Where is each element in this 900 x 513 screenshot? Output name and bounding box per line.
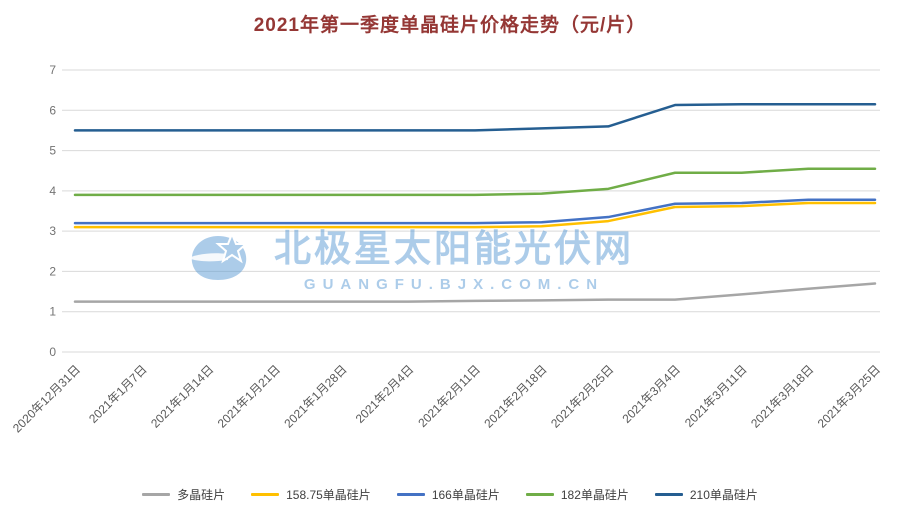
- legend-label: 182单晶硅片: [560, 488, 629, 502]
- series-line-多晶硅片: [73, 282, 877, 303]
- series-line-166单晶硅片: [73, 198, 877, 225]
- x-axis-tick-label: 2021年2月11日: [415, 362, 483, 430]
- chart-legend: 多晶硅片 158.75单晶硅片 166单晶硅片 182单晶硅片 210单晶硅片: [0, 486, 900, 503]
- legend-item: 多晶硅片: [142, 486, 225, 503]
- x-axis-tick-label: 2021年3月25日: [815, 362, 883, 430]
- y-axis-tick-label: 1: [49, 305, 56, 319]
- legend-swatch: [396, 493, 425, 496]
- y-axis-tick-label: 6: [49, 103, 56, 117]
- y-axis-tick-label: 4: [49, 184, 56, 198]
- x-axis-tick-label: 2021年1月21日: [215, 362, 283, 430]
- series-line-210单晶硅片: [73, 102, 877, 132]
- legend-label: 多晶硅片: [177, 488, 226, 502]
- x-axis-tick-label: 2021年3月18日: [748, 362, 816, 430]
- y-axis-tick-label: 5: [49, 144, 56, 158]
- legend-label: 210单晶硅片: [689, 488, 758, 502]
- x-axis-tick-label: 2021年1月7日: [86, 362, 150, 426]
- x-axis-tick-label: 2020年12月31日: [10, 362, 83, 435]
- legend-swatch: [142, 493, 171, 496]
- y-axis-tick-label: 0: [49, 345, 56, 359]
- x-axis-tick-label: 2021年2月25日: [548, 362, 616, 430]
- series-line-158.75单晶硅片: [73, 201, 877, 229]
- legend-swatch: [251, 493, 280, 496]
- x-axis-tick-label: 2021年1月28日: [281, 362, 349, 430]
- legend-item: 210单晶硅片: [654, 486, 758, 503]
- legend-swatch: [654, 493, 683, 496]
- y-axis-tick-label: 7: [49, 63, 56, 77]
- legend-item: 182单晶硅片: [525, 486, 629, 503]
- x-axis-tick-label: 2021年2月4日: [353, 362, 417, 426]
- legend-label: 158.75单晶硅片: [286, 488, 371, 502]
- x-axis-tick-label: 2021年2月18日: [481, 362, 549, 430]
- x-axis-tick-label: 2021年3月4日: [619, 362, 683, 426]
- x-axis-tick-label: 2021年3月11日: [682, 362, 750, 430]
- legend-label: 166单晶硅片: [431, 488, 500, 502]
- chart-title: 2021年第一季度单晶硅片价格走势（元/片）: [253, 15, 647, 36]
- y-axis-tick-label: 3: [49, 224, 56, 238]
- legend-item: 166单晶硅片: [396, 486, 500, 503]
- legend-item: 158.75单晶硅片: [251, 486, 371, 503]
- x-axis-tick-label: 2021年1月14日: [148, 362, 216, 430]
- y-axis-tick-label: 2: [49, 264, 56, 278]
- series-line-182单晶硅片: [73, 167, 877, 197]
- legend-swatch: [525, 493, 554, 496]
